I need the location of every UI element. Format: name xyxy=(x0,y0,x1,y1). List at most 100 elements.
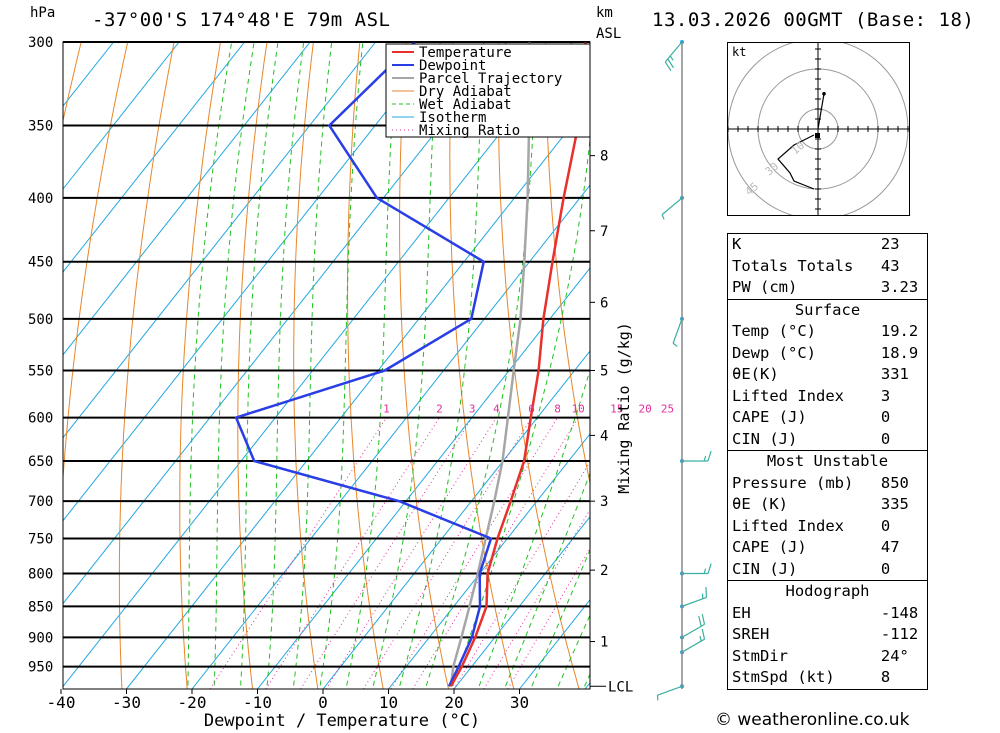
dry-adiabat-line xyxy=(237,42,268,689)
index-row-tt: Totals Totals 43 xyxy=(728,256,928,278)
storm-motion-vector xyxy=(817,93,825,130)
wind-barb xyxy=(680,613,706,640)
surface-title: Surface xyxy=(727,298,928,321)
stmdir-value: 24° xyxy=(880,646,909,665)
mixing-ratio-line xyxy=(412,417,579,689)
mu-li-label: Lifted Index xyxy=(732,516,844,535)
legend-wet-adiabat: Wet Adiabat xyxy=(419,97,512,113)
wet-adiabat-line xyxy=(213,42,255,689)
location-title: -37°00'S 174°48'E 79m ASL xyxy=(92,9,391,31)
sreh-value: -112 xyxy=(880,625,919,644)
wet-adiabat-line xyxy=(503,472,590,689)
surface-row-li: Lifted Index 3 xyxy=(728,386,928,408)
s-thetae-label: θE(K) xyxy=(732,365,779,384)
hodo-unit-label: kt xyxy=(732,45,746,59)
km-tick-label: 8 xyxy=(600,149,608,165)
pressure-unit-label: hPa xyxy=(30,5,56,21)
pressure-tick-label: 900 xyxy=(28,630,53,646)
dry-adiabat-line xyxy=(917,42,1000,689)
k-label: K xyxy=(732,235,742,254)
indices-table: K 23 Totals Totals 43 PW (cm) 3.23 Surface … xyxy=(727,233,928,690)
isotherm-line xyxy=(191,184,590,689)
stmspd-value: 8 xyxy=(880,668,891,687)
km-tick-label: 5 xyxy=(600,363,608,379)
s-cape-label: CAPE (J) xyxy=(732,408,807,427)
isotherm-line xyxy=(126,101,590,689)
legend-dewpoint: Dewpoint xyxy=(419,58,486,74)
isotherm-line xyxy=(63,42,115,107)
wet-adiabat-line xyxy=(266,42,305,689)
pressure-tick-label: 700 xyxy=(28,494,53,510)
mu-row-pres: Pressure (mb) 850 xyxy=(728,473,928,495)
mixing-ratio-label: 10 xyxy=(572,403,585,416)
surface-row-cin: CIN (J) 0 xyxy=(728,429,928,451)
hodo-origin-marker xyxy=(815,133,820,138)
wind-barb xyxy=(680,450,712,464)
mu-pres-label: Pressure (mb) xyxy=(732,473,854,492)
isotherm-line xyxy=(63,42,442,522)
isotherm-line xyxy=(63,42,377,439)
mu-pres-value: 850 xyxy=(880,473,909,492)
mixing-ratio-label: 8 xyxy=(554,403,561,416)
stmspd-label: StmSpd (kt) xyxy=(732,668,835,687)
hodo-row-stmspd: StmSpd (kt) 8 xyxy=(728,667,928,689)
x-tick-label: 0 xyxy=(318,693,328,712)
mixing-ratio-line xyxy=(453,460,590,689)
mixing-ratio-line xyxy=(265,417,440,689)
km-tick-label: 3 xyxy=(600,494,608,510)
hodo-header: Hodograph xyxy=(727,580,928,603)
dry-adiabat-line xyxy=(545,42,590,486)
pressure-tick-label: 500 xyxy=(28,312,53,328)
isotherm-line xyxy=(257,267,590,689)
temperature-line xyxy=(449,42,590,687)
km-tick-label: 2 xyxy=(600,563,608,579)
dry-adiabat-line xyxy=(179,42,221,689)
mu-li-value: 0 xyxy=(880,516,891,535)
mixing-ratio-line xyxy=(325,417,497,689)
dewpoint-line xyxy=(234,42,493,687)
eh-label: EH xyxy=(732,603,751,622)
mixing-ratio-label: 2 xyxy=(436,403,443,416)
isotherm-line xyxy=(388,433,590,689)
wet-adiabat-line xyxy=(530,548,590,689)
mixing-ratio-label: 3 xyxy=(469,403,476,416)
dry-adiabat-line xyxy=(118,42,175,689)
wind-barb xyxy=(661,195,684,220)
x-tick-label: -40 xyxy=(47,693,76,712)
mu-thetae-label: θE (K) xyxy=(732,495,788,514)
mixing-ratio-line xyxy=(300,417,473,689)
km-tick-label: 7 xyxy=(600,224,608,240)
mu-row-cape: CAPE (J) 47 xyxy=(728,537,928,559)
stmdir-label: StmDir xyxy=(732,646,788,665)
x-axis-title: Dewpoint / Temperature (°C) xyxy=(204,711,480,731)
surface-row-cape: CAPE (J) 0 xyxy=(728,407,928,429)
surface-header: Surface xyxy=(727,298,928,321)
mixing-ratio-line xyxy=(362,417,533,689)
pressure-tick-label: 450 xyxy=(28,255,53,271)
copyright-link[interactable]: © weatheronline.co.uk xyxy=(715,710,910,730)
tt-label: Totals Totals xyxy=(732,256,854,275)
s-cape-value: 0 xyxy=(880,408,891,427)
km-unit-label: km xyxy=(596,5,613,21)
hodograph-plot: kt 10 30 45 xyxy=(728,43,909,215)
dry-adiabat-line xyxy=(449,42,515,689)
eh-value: -148 xyxy=(880,603,919,622)
km-tick-label: 4 xyxy=(600,428,608,444)
km-tick-label: 6 xyxy=(600,295,608,311)
pressure-tick-label: 750 xyxy=(28,532,53,548)
wind-barb xyxy=(656,684,684,701)
s-li-value: 3 xyxy=(880,386,891,405)
mu-title: Most Unstable xyxy=(727,450,928,473)
s-dewp-value: 18.9 xyxy=(880,343,919,362)
legend-dry-adiabat: Dry Adiabat xyxy=(419,84,512,100)
s-cin-label: CIN (J) xyxy=(732,429,798,448)
mu-cin-value: 0 xyxy=(880,559,891,578)
s-thetae-value: 331 xyxy=(880,365,909,384)
pw-value: 3.23 xyxy=(880,278,919,297)
mixing-ratio-label: 1 xyxy=(383,403,390,416)
x-tick-label: -10 xyxy=(243,693,272,712)
legend-mixing-ratio: Mixing Ratio xyxy=(419,123,520,139)
tt-value: 43 xyxy=(880,256,900,275)
mixing-ratio-label: 6 xyxy=(528,403,535,416)
